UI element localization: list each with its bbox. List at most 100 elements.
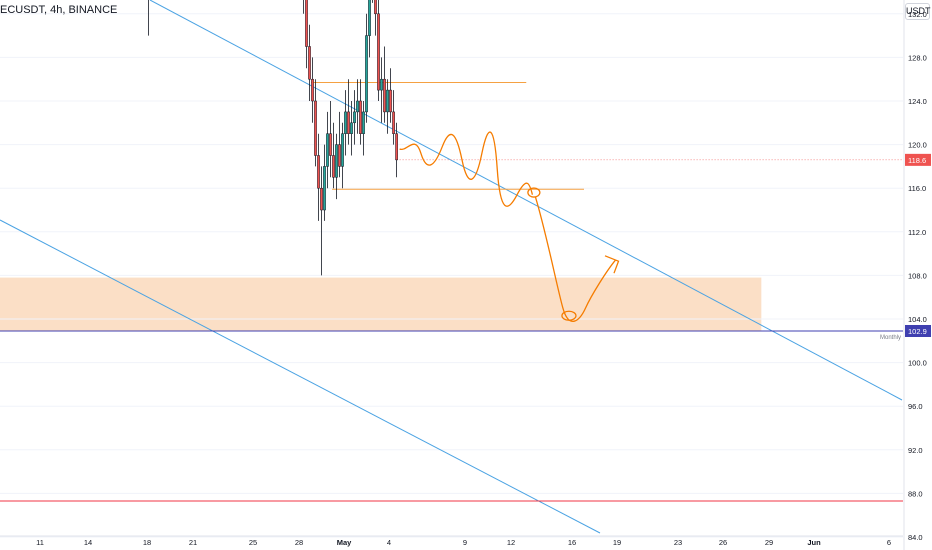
- zones-layer: [0, 277, 762, 331]
- candle-body: [395, 133, 398, 161]
- y-tick-label: 116.0: [908, 184, 926, 193]
- x-tick-label: 9: [463, 538, 467, 547]
- candle-body: [356, 100, 359, 113]
- unit-button[interactable]: USDT: [905, 3, 931, 20]
- candles-layer: [148, 0, 398, 276]
- candle: [314, 79, 317, 167]
- candle: [392, 90, 395, 145]
- candle: [320, 166, 323, 276]
- candle: [303, 0, 304, 14]
- y-tick-label: 120.0: [908, 141, 927, 150]
- candle-body: [305, 0, 308, 47]
- candle: [335, 133, 338, 200]
- candle: [338, 111, 341, 178]
- y-tick-label: 96.0: [908, 402, 923, 411]
- level-price-text-1: 102.9: [908, 327, 927, 336]
- y-tick-label: 124.0: [908, 97, 927, 106]
- x-tick-label: May: [337, 538, 352, 547]
- x-tick-label: 11: [36, 538, 44, 547]
- candle-body: [320, 187, 323, 211]
- candle: [377, 0, 380, 101]
- candle: [308, 24, 311, 101]
- candle-body: [332, 155, 335, 178]
- demand-zone-orange: [0, 277, 762, 331]
- x-tick-label: 25: [249, 538, 257, 547]
- y-tick-label: 108.0: [908, 271, 927, 280]
- x-tick-label: Jun: [807, 538, 821, 547]
- x-tick-label: 19: [613, 538, 621, 547]
- projection-circle-lower: [561, 310, 577, 321]
- x-tick-label: 16: [568, 538, 576, 547]
- candle: [350, 101, 353, 156]
- y-tick-label: 92.0: [908, 446, 923, 455]
- candle-body: [335, 144, 338, 178]
- candle: [353, 90, 356, 145]
- candle: [362, 101, 365, 156]
- candle-body: [311, 78, 314, 102]
- x-tick-label: 21: [189, 538, 197, 547]
- candle-body: [344, 111, 347, 134]
- projection-arrowhead: [604, 255, 620, 274]
- candle-body: [323, 166, 326, 211]
- x-tick-label: 23: [674, 538, 682, 547]
- candle: [372, 0, 373, 3]
- candle-body: [383, 78, 386, 113]
- candle: [395, 122, 398, 178]
- candle: [332, 122, 335, 189]
- y-tick-label: 132.0: [908, 10, 927, 19]
- candle: [341, 122, 344, 189]
- current-price-tag: [905, 153, 931, 166]
- candle-body: [359, 100, 362, 134]
- candle: [374, 0, 377, 36]
- candle-body: [386, 89, 389, 113]
- candle: [368, 0, 371, 58]
- x-tick-label: 4: [387, 538, 391, 547]
- candle: [148, 0, 149, 36]
- candle-body: [308, 46, 311, 80]
- x-tick-label: 6: [887, 538, 891, 547]
- projection-wave-path: [399, 131, 534, 207]
- candle-body: [392, 111, 395, 134]
- y-tick-label: 100.0: [908, 359, 927, 368]
- candle-body: [374, 0, 377, 15]
- current-price-text: 118.6: [908, 156, 926, 165]
- candle-body: [350, 122, 353, 134]
- candle-body: [377, 13, 380, 91]
- x-tick-label: 14: [84, 538, 92, 547]
- candle-body: [380, 78, 383, 91]
- y-tick-label: 128.0: [908, 53, 927, 62]
- channel-lower-line: [0, 219, 601, 534]
- candle: [323, 144, 326, 221]
- candle: [356, 79, 359, 134]
- y-tick-label: 112.0: [908, 228, 926, 237]
- y-tick-label: 104.0: [908, 315, 927, 324]
- x-tick-label: 18: [143, 538, 151, 547]
- y-tick-label: 88.0: [908, 489, 923, 498]
- candle: [311, 57, 314, 123]
- candle: [305, 0, 308, 69]
- channel-upper-line: [149, 0, 903, 401]
- candle: [326, 111, 329, 189]
- candle-body: [326, 133, 329, 167]
- candle: [365, 13, 368, 123]
- candle: [344, 90, 347, 156]
- candle-body: [347, 111, 350, 134]
- level-price-tag-1: [905, 324, 931, 337]
- candle-body: [368, 0, 371, 36]
- symbol-label[interactable]: ECUSDT, 4h, BINANCE: [0, 4, 118, 16]
- x-tick-label: 12: [507, 538, 515, 547]
- levels-layer: MonthlyMonthly: [0, 0, 903, 534]
- candle: [383, 46, 386, 123]
- candle: [386, 79, 389, 134]
- grid-layer: [0, 13, 903, 538]
- candle-body: [341, 133, 344, 167]
- y-tick-label: 84.0: [908, 533, 923, 542]
- candle: [347, 79, 350, 145]
- candle-body: [317, 155, 320, 189]
- candle-body: [314, 100, 317, 156]
- x-tick-label: 29: [765, 538, 773, 547]
- level-note-1: Monthly: [880, 335, 901, 341]
- candle: [317, 133, 320, 221]
